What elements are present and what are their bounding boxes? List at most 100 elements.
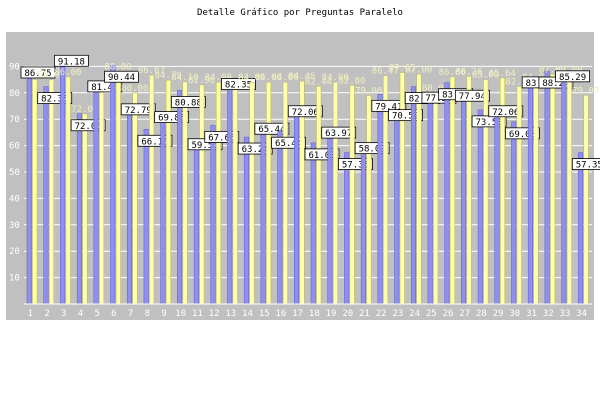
data-label-box [254,122,290,135]
data-label-series2: 84.00 [322,73,349,83]
bar-series2 [249,81,255,305]
data-label-series1: 63.97 [325,129,352,139]
data-label-box [555,70,590,83]
data-label-series1: 65.44 [258,125,285,135]
data-label-series1: 82.35 [225,81,252,91]
bar-series2 [132,92,138,305]
data-label-series2: 87.00 [556,65,583,75]
x-tick-label: 26 [443,309,454,319]
data-label-box [271,136,306,149]
data-label-series2: 86.47 [372,67,399,77]
data-label-series2: 84.00 [205,73,232,83]
bar-series2 [516,86,522,305]
data-label-series1: 85.29 [559,73,586,83]
data-label-box [287,105,323,118]
x-tick-label: 20 [342,309,353,319]
bar-series1 [344,152,350,305]
data-label-series1: 72.06 [492,108,519,118]
bar-series2 [65,76,71,305]
x-tick-label: 11 [192,309,203,319]
x-tick-label: 9 [161,309,166,319]
bar-series2 [583,95,589,305]
bar-series1 [544,70,550,305]
bar-series1 [160,119,166,305]
data-label-series1: 80.88 [175,98,202,108]
x-tick-label: 1 [28,309,33,319]
data-label-series2: 72.00 [71,105,98,115]
data-label-box [137,134,173,147]
bar-series2 [82,113,88,305]
bar-series2 [550,74,556,305]
data-label-box [104,70,139,83]
x-tick-label: 23 [392,309,403,319]
data-label-series1: 88.24 [542,79,569,89]
x-tick-label: 18 [309,309,320,319]
data-label-series1: 90.44 [108,73,135,83]
x-tick-label: 19 [326,309,337,319]
data-label-series1: 72.06 [292,108,319,118]
data-label-series1: 81.48 [91,83,118,93]
bar-series1 [394,117,400,305]
bar-series1 [260,130,266,305]
x-tick-label: 31 [526,309,537,319]
bar-series2 [483,79,489,305]
x-tick-label: 13 [225,309,236,319]
x-tick-label: 29 [493,309,504,319]
data-label-series2: 82.96 [188,76,215,86]
data-label-series1: 57.35 [576,161,600,171]
data-label-series2: 82.44 [305,77,332,87]
bar-series2 [332,81,338,305]
bar-series1 [327,134,333,305]
data-label-series2: 85.00 [472,71,499,81]
y-tick-label: 80 [9,89,20,99]
bar-series2 [316,86,322,305]
bar-series1 [477,109,483,305]
bar-series2 [282,81,288,305]
bar-series2 [232,85,238,305]
data-label-series1: 59.56 [192,141,219,151]
y-tick-label: 70 [9,115,20,125]
bar-series2 [366,95,372,305]
bar-series1 [93,88,99,305]
data-label-series2: 84.10 [171,73,198,83]
y-tick-label: 10 [9,274,20,284]
x-tick-label: 17 [292,309,303,319]
data-label-box [304,148,340,161]
bar-series1 [410,86,416,305]
x-tick-label: 5 [94,309,99,319]
data-label-series1: 67.65 [208,133,235,143]
data-label-series1: 63.24 [242,145,269,155]
data-label-series2: 84.40 [288,72,315,82]
bar-series2 [99,88,105,305]
data-label-series2: 88.00 [104,63,131,73]
x-tick-label: 25 [426,309,437,319]
bar-series1 [461,97,467,305]
bar-series2 [566,74,572,305]
data-label-box [120,103,156,116]
bar-series1 [126,111,132,305]
data-label-box [488,105,524,118]
bar-series1 [578,152,584,305]
data-label-box [354,142,390,155]
bar-series2 [433,92,439,305]
data-label-series2: 85.00 [38,71,65,81]
bar-series1 [143,129,149,305]
data-label-series2: 80.00 [422,84,449,94]
x-tick-label: 3 [61,309,66,319]
data-label-box [454,89,490,102]
x-tick-label: 33 [560,309,571,319]
x-tick-label: 10 [175,309,186,319]
bar-series1 [210,125,216,305]
data-label-series1: 72.79 [125,106,152,116]
x-tick-label: 2 [44,309,49,319]
data-label-series1: 82.35 [41,95,68,105]
x-tick-label: 4 [78,309,83,319]
data-label-series2: 79.07 [572,86,599,96]
bar-series1 [360,150,366,305]
bar-series2 [149,74,155,305]
bar-series1 [310,142,316,305]
x-tick-label: 32 [543,309,554,319]
bar-series2 [449,76,455,305]
bar-series2 [199,84,205,305]
